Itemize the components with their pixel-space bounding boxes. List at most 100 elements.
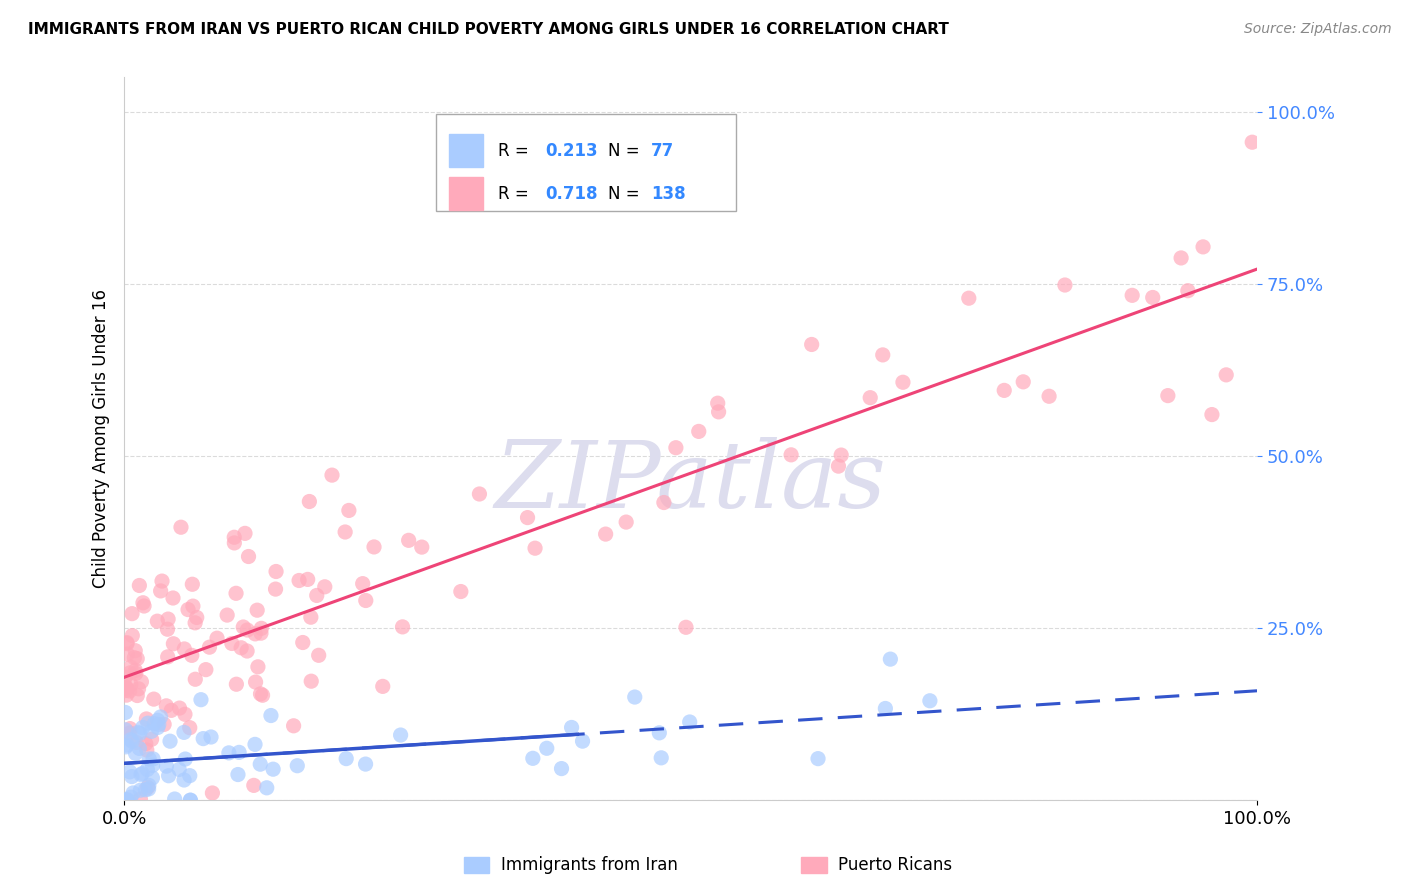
Point — [131, 674, 153, 689]
Point — [163, 792, 186, 806]
Point — [305, 589, 328, 603]
Point — [256, 780, 278, 795]
Point — [127, 725, 149, 739]
Point — [595, 527, 617, 541]
Point — [118, 722, 141, 736]
Point — [127, 651, 149, 665]
Point — [162, 591, 184, 605]
Point — [190, 692, 212, 706]
Point — [173, 772, 195, 787]
Point — [115, 637, 138, 651]
Point — [156, 649, 179, 664]
Text: R =: R = — [498, 185, 534, 202]
Text: N =: N = — [607, 142, 645, 160]
Point — [262, 762, 284, 776]
Point — [297, 573, 319, 587]
Point — [114, 723, 136, 737]
Point — [128, 726, 150, 740]
Point — [142, 752, 165, 766]
Point — [389, 728, 412, 742]
Text: N =: N = — [607, 185, 645, 202]
Point — [260, 708, 283, 723]
Point — [117, 647, 139, 661]
Point — [246, 660, 269, 674]
Point — [891, 376, 914, 390]
Point — [114, 670, 136, 684]
Text: 138: 138 — [651, 185, 686, 202]
Point — [623, 690, 645, 704]
Point — [807, 751, 830, 765]
Point — [159, 734, 181, 748]
Y-axis label: Child Poverty Among Girls Under 16: Child Poverty Among Girls Under 16 — [93, 289, 110, 589]
Point — [706, 396, 728, 410]
Point — [173, 725, 195, 739]
Point — [571, 734, 593, 748]
Point — [135, 737, 157, 751]
Point — [1241, 135, 1264, 149]
Point — [201, 786, 224, 800]
Point — [354, 757, 377, 772]
Point — [115, 681, 138, 695]
Point — [299, 610, 322, 624]
Point — [1201, 408, 1223, 422]
Point — [121, 607, 143, 621]
Point — [245, 627, 267, 641]
Point — [180, 648, 202, 663]
Point — [115, 635, 138, 649]
Point — [252, 688, 274, 702]
Point — [321, 468, 343, 483]
Point — [134, 782, 156, 797]
Point — [283, 719, 305, 733]
Point — [236, 623, 259, 637]
Point — [118, 726, 141, 740]
Point — [205, 631, 228, 645]
Point — [800, 337, 823, 351]
Text: 0.718: 0.718 — [546, 185, 598, 202]
Point — [225, 586, 247, 600]
Point — [115, 738, 138, 752]
Point — [516, 510, 538, 524]
Point — [859, 391, 882, 405]
Text: R =: R = — [498, 142, 534, 160]
Point — [186, 610, 208, 624]
Point — [114, 739, 136, 754]
Point — [127, 689, 149, 703]
Point — [146, 714, 169, 728]
Bar — [450, 178, 484, 210]
Point — [184, 615, 207, 630]
Text: Immigrants from Iran: Immigrants from Iran — [501, 856, 678, 874]
Point — [115, 793, 138, 807]
Point — [118, 684, 141, 698]
Point — [363, 540, 385, 554]
Point — [536, 741, 558, 756]
Point — [155, 759, 177, 773]
Point — [128, 681, 150, 696]
Point — [149, 710, 172, 724]
Point — [170, 520, 193, 534]
Point — [141, 732, 163, 747]
Point — [245, 675, 267, 690]
Point — [200, 730, 222, 744]
Point — [299, 674, 322, 689]
FancyBboxPatch shape — [436, 113, 735, 211]
Point — [468, 487, 491, 501]
Point — [314, 580, 336, 594]
Point — [122, 786, 145, 800]
Point — [231, 640, 253, 655]
Point — [288, 574, 311, 588]
Point — [174, 752, 197, 766]
Point — [250, 621, 273, 635]
Point — [218, 746, 240, 760]
Point — [1038, 389, 1060, 403]
Point — [124, 664, 146, 678]
Point — [121, 770, 143, 784]
Point — [688, 425, 710, 439]
Point — [243, 778, 266, 792]
Point — [157, 769, 180, 783]
Point — [780, 448, 803, 462]
Point — [652, 495, 675, 509]
Point — [1192, 240, 1215, 254]
Point — [131, 721, 153, 735]
Point — [285, 758, 308, 772]
Point — [117, 793, 139, 807]
